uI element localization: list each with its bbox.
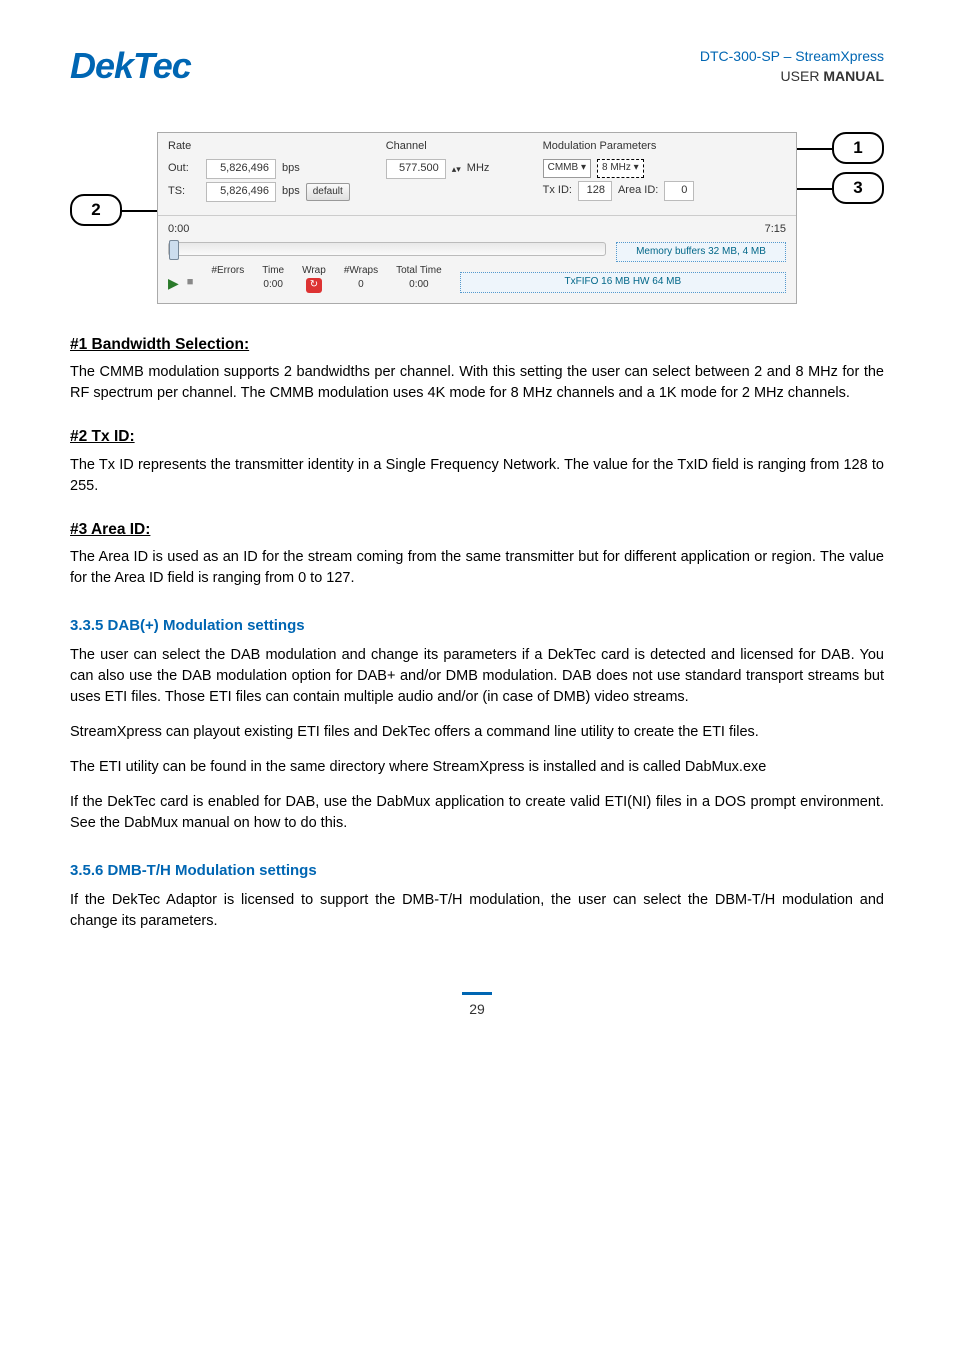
section-2-title: #2 Tx ID: (70, 426, 884, 448)
modparams-title: Modulation Parameters (543, 139, 786, 155)
callout-1: 1 (832, 132, 884, 164)
col-total: Total Time (396, 264, 442, 279)
section-2-body: The Tx ID represents the transmitter ide… (70, 455, 884, 497)
channel-group: Channel 577.500 ▴▾ MHz (386, 139, 523, 205)
time-right: 7:15 (765, 222, 786, 238)
dmb-heading: 3.5.6 DMB-T/H Modulation settings (70, 860, 884, 882)
screenshot-panel: Rate Out: 5,826,496 bps TS: 5,826,496 bp… (157, 132, 797, 304)
screenshot-bottom: 0:00 7:15 Memory buffers 32 MB, 4 MB ▶ ■… (158, 216, 796, 303)
bw-select[interactable]: 8 MHz ▾ (597, 159, 644, 178)
section-1-body: The CMMB modulation supports 2 bandwidth… (70, 362, 884, 404)
channel-value[interactable]: 577.500 (386, 159, 446, 179)
header-product: DTC-300-SP – StreamXpress (700, 46, 884, 66)
section-3-title: #3 Area ID: (70, 519, 884, 541)
header-user: USER (781, 68, 824, 84)
section-1-title: #1 Bandwidth Selection: (70, 334, 884, 356)
areaid-value[interactable]: 0 (664, 181, 694, 201)
rate-title: Rate (168, 139, 366, 155)
channel-title: Channel (386, 139, 523, 155)
header-manual: USER MANUAL (700, 66, 884, 86)
ts-unit: bps (282, 184, 300, 200)
playback-slider[interactable] (168, 242, 606, 256)
col-time: Time (262, 264, 284, 279)
dab-heading: 3.3.5 DAB(+) Modulation settings (70, 615, 884, 637)
section-3-body: The Area ID is used as an ID for the str… (70, 547, 884, 589)
page-header: DekTec DTC-300-SP – StreamXpress USER MA… (70, 40, 884, 92)
slider-thumb[interactable] (169, 240, 179, 260)
col-wrap: Wrap (302, 264, 326, 279)
val-wraps: 0 (358, 278, 364, 293)
out-label: Out: (168, 161, 200, 177)
col-wraps: #Wraps (344, 264, 378, 279)
dmb-p1: If the DekTec Adaptor is licensed to sup… (70, 890, 884, 932)
screenshot-top: Rate Out: 5,826,496 bps TS: 5,826,496 bp… (158, 133, 796, 216)
spinner-icon[interactable]: ▴▾ (452, 163, 461, 176)
txid-label: Tx ID: (543, 183, 572, 199)
default-button[interactable]: default (306, 183, 350, 202)
memory-status: Memory buffers 32 MB, 4 MB (616, 242, 786, 263)
out-unit: bps (282, 161, 300, 177)
dab-p4: If the DekTec card is enabled for DAB, u… (70, 792, 884, 834)
header-manual-bold: MANUAL (823, 68, 884, 84)
channel-unit: MHz (467, 161, 490, 177)
play-icon[interactable]: ▶ (168, 273, 179, 293)
val-time: 0:00 (263, 278, 282, 293)
modparams-group: Modulation Parameters CMMB ▾ 8 MHz ▾ Tx … (543, 139, 786, 205)
val-total: 0:00 (409, 278, 428, 293)
logo: DekTec (70, 40, 191, 92)
dab-p2: StreamXpress can playout existing ETI fi… (70, 722, 884, 743)
mod-select[interactable]: CMMB ▾ (543, 159, 591, 178)
txid-value[interactable]: 128 (578, 181, 612, 201)
footer-bar (462, 992, 492, 995)
page-footer: 29 (70, 992, 884, 1019)
page-number: 29 (469, 1001, 485, 1017)
fifo-status: TxFIFO 16 MB HW 64 MB (460, 272, 786, 293)
areaid-label: Area ID: (618, 183, 658, 199)
col-errors: #Errors (211, 264, 244, 279)
dab-p1: The user can select the DAB modulation a… (70, 645, 884, 708)
ts-value[interactable]: 5,826,496 (206, 182, 276, 202)
header-right: DTC-300-SP – StreamXpress USER MANUAL (700, 46, 884, 87)
ts-label: TS: (168, 184, 200, 200)
time-left: 0:00 (168, 222, 189, 238)
callout-2-line (122, 210, 162, 212)
callout-3: 3 (832, 172, 884, 204)
loop-icon[interactable]: ↻ (306, 278, 322, 293)
callout-2: 2 (70, 194, 122, 226)
dab-p3: The ETI utility can be found in the same… (70, 757, 884, 778)
stop-icon[interactable]: ■ (187, 275, 194, 291)
out-value[interactable]: 5,826,496 (206, 159, 276, 179)
screenshot-figure: 1 2 3 Rate Out: 5,826,496 bps TS: 5,826,… (70, 132, 884, 304)
rate-group: Rate Out: 5,826,496 bps TS: 5,826,496 bp… (168, 139, 366, 205)
